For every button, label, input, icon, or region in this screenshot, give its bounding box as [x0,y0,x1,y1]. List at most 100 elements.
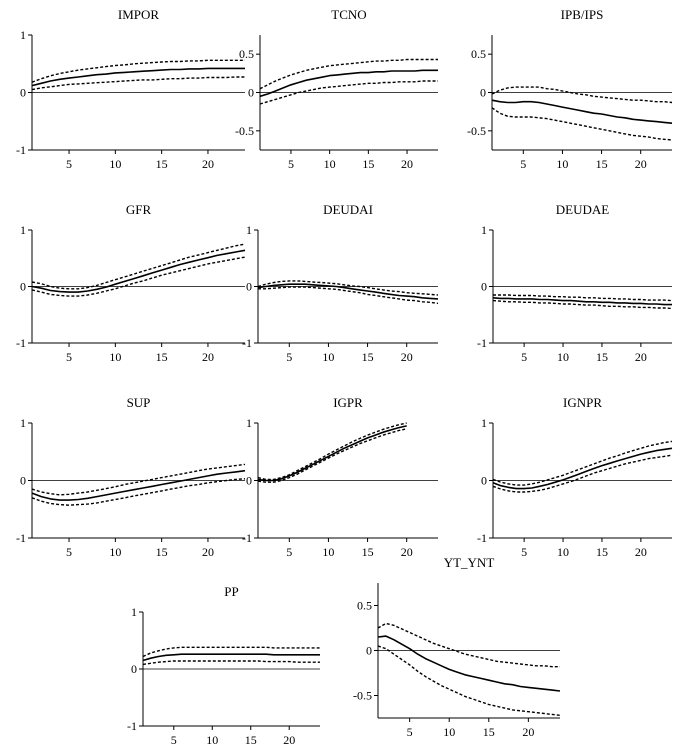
y-tick-label: 1 [246,223,252,237]
y-tick-label: 0 [246,280,252,294]
series-response [142,653,320,662]
series-lower-band [257,428,407,483]
y-tick-label: 0 [246,474,252,488]
panel-ipb-ips: IPB/IPS -0.5 0 0.5 5 10 15 20 [467,7,673,171]
y-tick-label: 0 [248,86,254,100]
x-tick-label: 15 [596,350,608,364]
series-lower-band [259,80,438,105]
x-tick-label: 10 [443,725,455,739]
x-tick-label: 5 [407,725,413,739]
x-tick-label: 15 [156,545,168,559]
y-tick-label: 1 [481,223,487,237]
series-response [31,249,246,293]
series-upper-band [31,463,246,496]
x-tick-label: 15 [362,350,374,364]
y-tick-label: 0 [20,86,26,100]
series-upper-band [31,243,246,290]
series-upper-band [493,294,673,302]
y-tick-label: 1 [20,28,26,42]
y-tick-label: -1 [127,719,137,733]
x-tick-label: 15 [362,545,374,559]
x-tick-label: 10 [206,733,218,747]
panel-yt-ynt: YT_YNT -0.5 0 0.5 5 10 15 20 [353,555,561,739]
y-tick-label: 0 [480,86,486,100]
panel-title: SUP [127,395,151,410]
y-tick-label: -1 [477,336,487,350]
x-tick-label: 5 [288,157,294,171]
x-tick-label: 10 [557,545,569,559]
panel-tcno: TCNO -0.5 0 0.5 5 10 15 20 [235,7,438,171]
x-tick-label: 20 [202,545,214,559]
y-tick-label: -0.5 [467,124,486,138]
x-tick-label: 20 [202,350,214,364]
series-lower-band [492,454,673,493]
series-response [491,99,673,124]
panel-title: GFR [126,202,152,217]
y-tick-label: -1 [477,531,487,545]
x-tick-label: 10 [322,350,334,364]
x-tick-label: 20 [283,733,295,747]
series-lower-band [31,256,246,297]
series-lower-band [31,76,245,91]
series-response [257,425,407,482]
series-response [257,283,439,300]
y-tick-label: -1 [16,143,26,157]
panel-title: DEUDAE [556,202,609,217]
y-tick-label: 0 [131,662,137,676]
x-tick-label: 10 [109,157,121,171]
panel-title: IGPR [333,395,363,410]
x-tick-label: 20 [202,157,214,171]
y-tick-label: 0 [481,280,487,294]
series-upper-band [142,646,320,658]
x-tick-label: 20 [635,350,647,364]
x-tick-label: 5 [286,545,292,559]
x-tick-label: 10 [109,545,121,559]
series-response [259,69,438,98]
x-tick-label: 15 [245,733,257,747]
y-tick-label: 1 [20,223,26,237]
y-tick-label: 0.5 [471,47,486,61]
x-tick-label: 15 [362,157,374,171]
series-lower-band [142,660,320,666]
x-tick-label: 20 [635,157,647,171]
panel-title: IMPOR [118,7,160,22]
series-upper-band [257,280,439,296]
x-tick-label: 10 [322,545,334,559]
x-tick-label: 10 [557,350,569,364]
y-tick-label: 0 [481,474,487,488]
y-tick-label: 0 [20,280,26,294]
x-tick-label: 15 [156,350,168,364]
series-upper-band [259,58,438,90]
series-lower-band [31,478,246,506]
x-tick-label: 10 [556,157,568,171]
y-tick-label: -1 [16,531,26,545]
y-tick-label: -1 [16,336,26,350]
x-tick-label: 5 [286,350,292,364]
y-tick-label: -1 [242,336,252,350]
y-tick-label: 1 [131,605,137,619]
series-response [31,469,246,501]
series-upper-band [491,86,673,104]
x-tick-label: 10 [324,157,336,171]
panel-title: DEUDAI [323,202,373,217]
y-tick-label: 0.5 [357,599,372,613]
panel-title: YT_YNT [444,555,495,570]
series-response [377,635,561,692]
x-tick-label: 20 [401,350,413,364]
y-tick-label: 0 [20,474,26,488]
x-tick-label: 5 [520,157,526,171]
x-tick-label: 5 [171,733,177,747]
panel-title: IGNPR [563,395,602,410]
x-tick-label: 15 [483,725,495,739]
panel-title: TCNO [331,7,366,22]
y-tick-label: 0.5 [239,47,254,61]
x-tick-label: 5 [66,545,72,559]
x-tick-label: 5 [521,545,527,559]
series-lower-band [258,286,439,305]
